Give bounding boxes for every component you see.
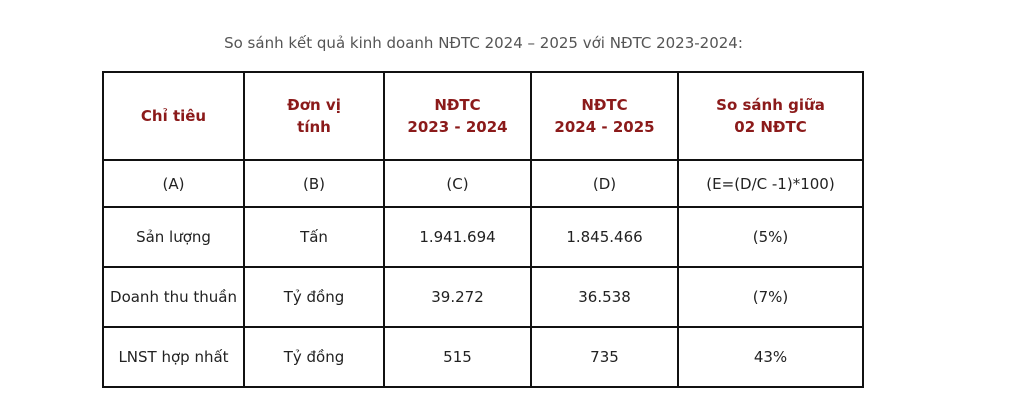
table-cell: Tỷ đồng xyxy=(243,326,385,388)
caption: So sánh kết quả kinh doanh NĐTC 2024 – 2… xyxy=(224,34,743,52)
header-text: Chỉ tiêu xyxy=(140,107,207,125)
table-cell: 1.941.694 xyxy=(383,206,532,268)
table-cell: (B) xyxy=(243,159,385,208)
table-body: (A) (B) (C) (D) (E=(D/C -1)*100) Sản lượng Tấn… xyxy=(102,159,864,388)
header-row: Chỉ tiêu Đơn vị tính NĐTC 2023 - 2024 NĐTC 202… xyxy=(102,71,864,161)
table-cell: 1.845.466 xyxy=(530,206,679,268)
table-row: Sản lượng Tấn 1.941.694 1.845.466 (5%) xyxy=(102,206,864,268)
header-cell: NĐTC 2023 - 2024 xyxy=(383,71,532,161)
table-cell: (A) xyxy=(102,159,245,208)
table-cell: (7%) xyxy=(677,266,864,328)
table-cell: (5%) xyxy=(677,206,864,268)
comparison-table: Chỉ tiêu Đơn vị tính NĐTC 2023 - 2024 NĐTC 202… xyxy=(102,71,864,388)
table-cell: LNST hợp nhất xyxy=(102,326,245,388)
header-text: tính xyxy=(297,118,331,136)
table-row: Doanh thu thuần Tỷ đồng 39.272 36.538 (7%) xyxy=(102,266,864,328)
header-cell: So sánh giữa 02 NĐTC xyxy=(677,71,864,161)
table-cell: 43% xyxy=(677,326,864,388)
table-cell: 735 xyxy=(530,326,679,388)
header-cell: NĐTC 2024 - 2025 xyxy=(530,71,679,161)
header-text: 02 NĐTC xyxy=(734,118,807,136)
header-text: 2023 - 2024 xyxy=(407,118,508,136)
table-cell: Tấn xyxy=(243,206,385,268)
header-text: NĐTC xyxy=(581,96,628,114)
table-cell: Tỷ đồng xyxy=(243,266,385,328)
table-cell: Doanh thu thuần xyxy=(102,266,245,328)
header-cell: Chỉ tiêu xyxy=(102,71,245,161)
header-text: Đơn vị xyxy=(287,96,341,114)
table-cell: (D) xyxy=(530,159,679,208)
table-row: (A) (B) (C) (D) (E=(D/C -1)*100) xyxy=(102,159,864,208)
header-text: 2024 - 2025 xyxy=(554,118,655,136)
table-cell: Sản lượng xyxy=(102,206,245,268)
table-cell: (C) xyxy=(383,159,532,208)
table-cell: 36.538 xyxy=(530,266,679,328)
table-cell: (E=(D/C -1)*100) xyxy=(677,159,864,208)
header-text: So sánh giữa xyxy=(716,96,825,114)
table-cell: 39.272 xyxy=(383,266,532,328)
table-row: LNST hợp nhất Tỷ đồng 515 735 43% xyxy=(102,326,864,388)
header-text: NĐTC xyxy=(434,96,481,114)
table-cell: 515 xyxy=(383,326,532,388)
header-cell: Đơn vị tính xyxy=(243,71,385,161)
